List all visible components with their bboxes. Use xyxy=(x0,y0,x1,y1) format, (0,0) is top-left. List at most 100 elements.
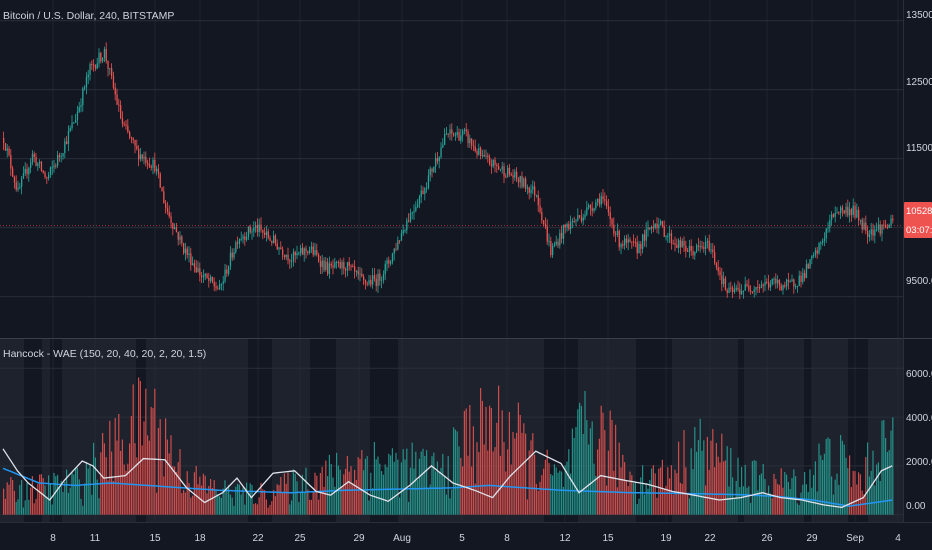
candle xyxy=(876,222,878,232)
histogram-bar xyxy=(557,472,559,515)
histogram-bar xyxy=(184,492,186,515)
histogram-bar xyxy=(778,484,780,515)
candle-body xyxy=(615,233,617,235)
candle-body xyxy=(3,137,5,143)
time-axis-label: 22 xyxy=(252,533,264,544)
candle xyxy=(393,248,395,261)
histogram-bar xyxy=(705,485,707,515)
candle xyxy=(359,266,361,282)
candle-body xyxy=(625,238,628,243)
candle-body xyxy=(586,207,588,215)
candle xyxy=(84,85,86,91)
candle-body xyxy=(888,224,890,228)
histogram-bar xyxy=(521,432,523,515)
histogram-bar xyxy=(645,483,647,515)
histogram-bar xyxy=(12,480,14,515)
candle xyxy=(706,237,709,249)
histogram-bar xyxy=(782,487,784,515)
histogram-bar xyxy=(795,476,797,515)
histogram-bar xyxy=(773,473,775,515)
histogram-bar xyxy=(285,483,287,515)
candle-body xyxy=(775,278,777,284)
candle-body xyxy=(550,241,552,256)
candle xyxy=(759,283,761,293)
candle-body xyxy=(521,175,523,187)
candle xyxy=(251,228,253,240)
time-axis-label: 19 xyxy=(660,533,672,544)
histogram-bar xyxy=(148,440,150,515)
candle-body xyxy=(85,77,88,88)
histogram-bar xyxy=(622,454,624,515)
candle-body xyxy=(800,275,802,282)
candle-body xyxy=(726,290,728,293)
candle xyxy=(226,264,228,278)
candle xyxy=(444,128,446,146)
candle-body xyxy=(377,273,379,286)
candle xyxy=(206,272,208,280)
histogram-bar xyxy=(483,444,485,515)
candle-body xyxy=(530,189,532,193)
histogram-bar xyxy=(154,388,156,515)
histogram-bar xyxy=(665,485,667,515)
time-axis-label: 29 xyxy=(806,533,818,544)
candle xyxy=(814,247,817,258)
candle xyxy=(802,267,804,285)
histogram-bar xyxy=(327,476,329,515)
candle-body xyxy=(186,248,188,255)
histogram-bar xyxy=(64,481,66,515)
candle xyxy=(586,200,588,217)
candle-body xyxy=(159,173,161,188)
candle xyxy=(852,198,854,218)
histogram-bar xyxy=(19,485,21,515)
histogram-bar xyxy=(652,465,654,515)
candle xyxy=(454,132,457,141)
candle xyxy=(530,184,532,198)
candle-body xyxy=(372,275,374,285)
candle-body xyxy=(22,173,25,179)
candle-body xyxy=(393,248,395,254)
candle xyxy=(112,71,115,90)
candle-body xyxy=(435,158,437,167)
candle-body xyxy=(490,164,493,167)
candle-body xyxy=(730,287,732,289)
candle-body xyxy=(411,212,413,214)
histogram-bar xyxy=(561,471,563,515)
histogram-bar xyxy=(211,488,213,515)
indicator-title[interactable]: Hancock - WAE (150, 20, 40, 20, 2, 20, 1… xyxy=(3,348,206,360)
candle-body xyxy=(267,231,269,238)
histogram-bar xyxy=(291,500,293,515)
candle-body xyxy=(138,149,140,160)
candle-body xyxy=(336,262,338,264)
candle xyxy=(49,166,52,178)
histogram-bar xyxy=(262,489,264,515)
candle-body xyxy=(53,165,55,168)
histogram-bar xyxy=(870,470,872,515)
candle xyxy=(494,157,496,173)
candle xyxy=(854,201,856,220)
symbol-title[interactable]: Bitcoin / U.S. Dollar, 240, BITSTAMP xyxy=(3,10,174,22)
histogram-bar xyxy=(505,471,507,515)
candle-body xyxy=(640,244,642,249)
candle xyxy=(217,285,219,290)
time-axis[interactable]: 8 11 15 18 22 25 29 Aug 5 8 12 15 19 22 … xyxy=(50,533,901,544)
candle-body xyxy=(804,272,806,278)
indicator-axis[interactable]: 6000.00 4000.00 2000.00 0.00 xyxy=(906,369,932,512)
candle-body xyxy=(687,251,689,253)
price-axis[interactable]: 13500.00 12500.00 11500.00 9500.00 xyxy=(906,10,932,287)
candle-body xyxy=(361,273,363,277)
candle-body xyxy=(568,223,570,230)
price-axis-label: 11500.00 xyxy=(906,143,932,154)
histogram-bar xyxy=(177,462,179,515)
histogram-bar xyxy=(519,414,521,515)
candle xyxy=(579,214,581,219)
histogram-bar xyxy=(21,480,23,515)
candle-body xyxy=(741,291,743,295)
candle-body xyxy=(791,279,793,282)
histogram-bar xyxy=(472,426,474,515)
histogram-bar xyxy=(703,440,705,515)
candle xyxy=(850,207,853,222)
histogram-bar xyxy=(161,461,163,515)
indicator-dead-band xyxy=(738,339,744,522)
